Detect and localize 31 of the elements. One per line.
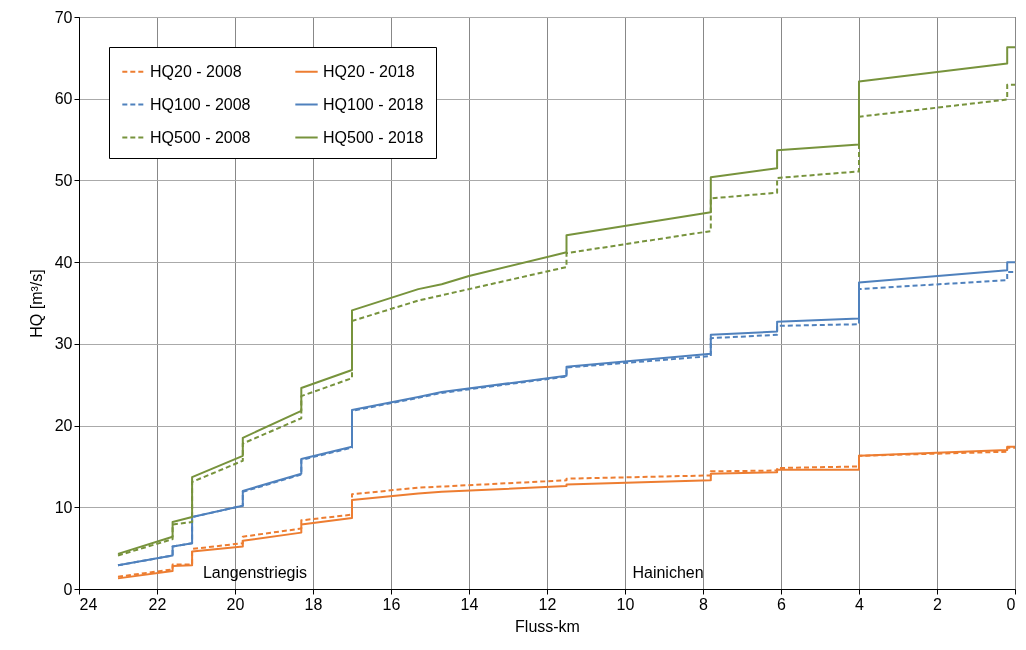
x-tick-label: 18 [304, 595, 323, 613]
legend-label: HQ500 - 2008 [150, 128, 251, 146]
legend-label: HQ20 - 2018 [323, 62, 415, 80]
y-tick-label: 60 [54, 90, 73, 108]
legend-label: HQ20 - 2008 [150, 62, 242, 80]
x-axis-title: Fluss-km [515, 617, 580, 635]
annotation: Langenstriegis [202, 564, 308, 581]
y-tick-label: 20 [54, 417, 73, 435]
x-tick-label: 2 [933, 595, 943, 613]
x-tick-label: 24 [79, 595, 98, 613]
x-tick-label: 12 [538, 595, 557, 613]
y-tick-label: 10 [54, 498, 73, 516]
annotation: Hainichen [632, 564, 704, 581]
x-tick-label: 8 [699, 595, 709, 613]
x-tick-label: 6 [777, 595, 787, 613]
y-tick-label: 50 [54, 171, 73, 189]
y-tick-label: 30 [54, 335, 73, 353]
y-tick-label: 0 [63, 580, 73, 598]
legend-label: HQ500 - 2018 [323, 128, 424, 146]
legend-label: HQ100 - 2008 [150, 95, 251, 113]
x-tick-label: 20 [226, 595, 245, 613]
x-tick-label: 0 [1006, 595, 1016, 613]
legend-label: HQ100 - 2018 [323, 95, 424, 113]
y-tick-label: 70 [54, 8, 73, 26]
x-tick-label: 22 [148, 595, 167, 613]
y-axis-title: HQ [m³/s] [27, 269, 45, 338]
y-tick-label: 40 [54, 253, 73, 271]
x-tick-label: 10 [616, 595, 635, 613]
x-tick-label: 4 [855, 595, 865, 613]
x-tick-label: 16 [382, 595, 401, 613]
x-tick-label: 14 [460, 595, 479, 613]
